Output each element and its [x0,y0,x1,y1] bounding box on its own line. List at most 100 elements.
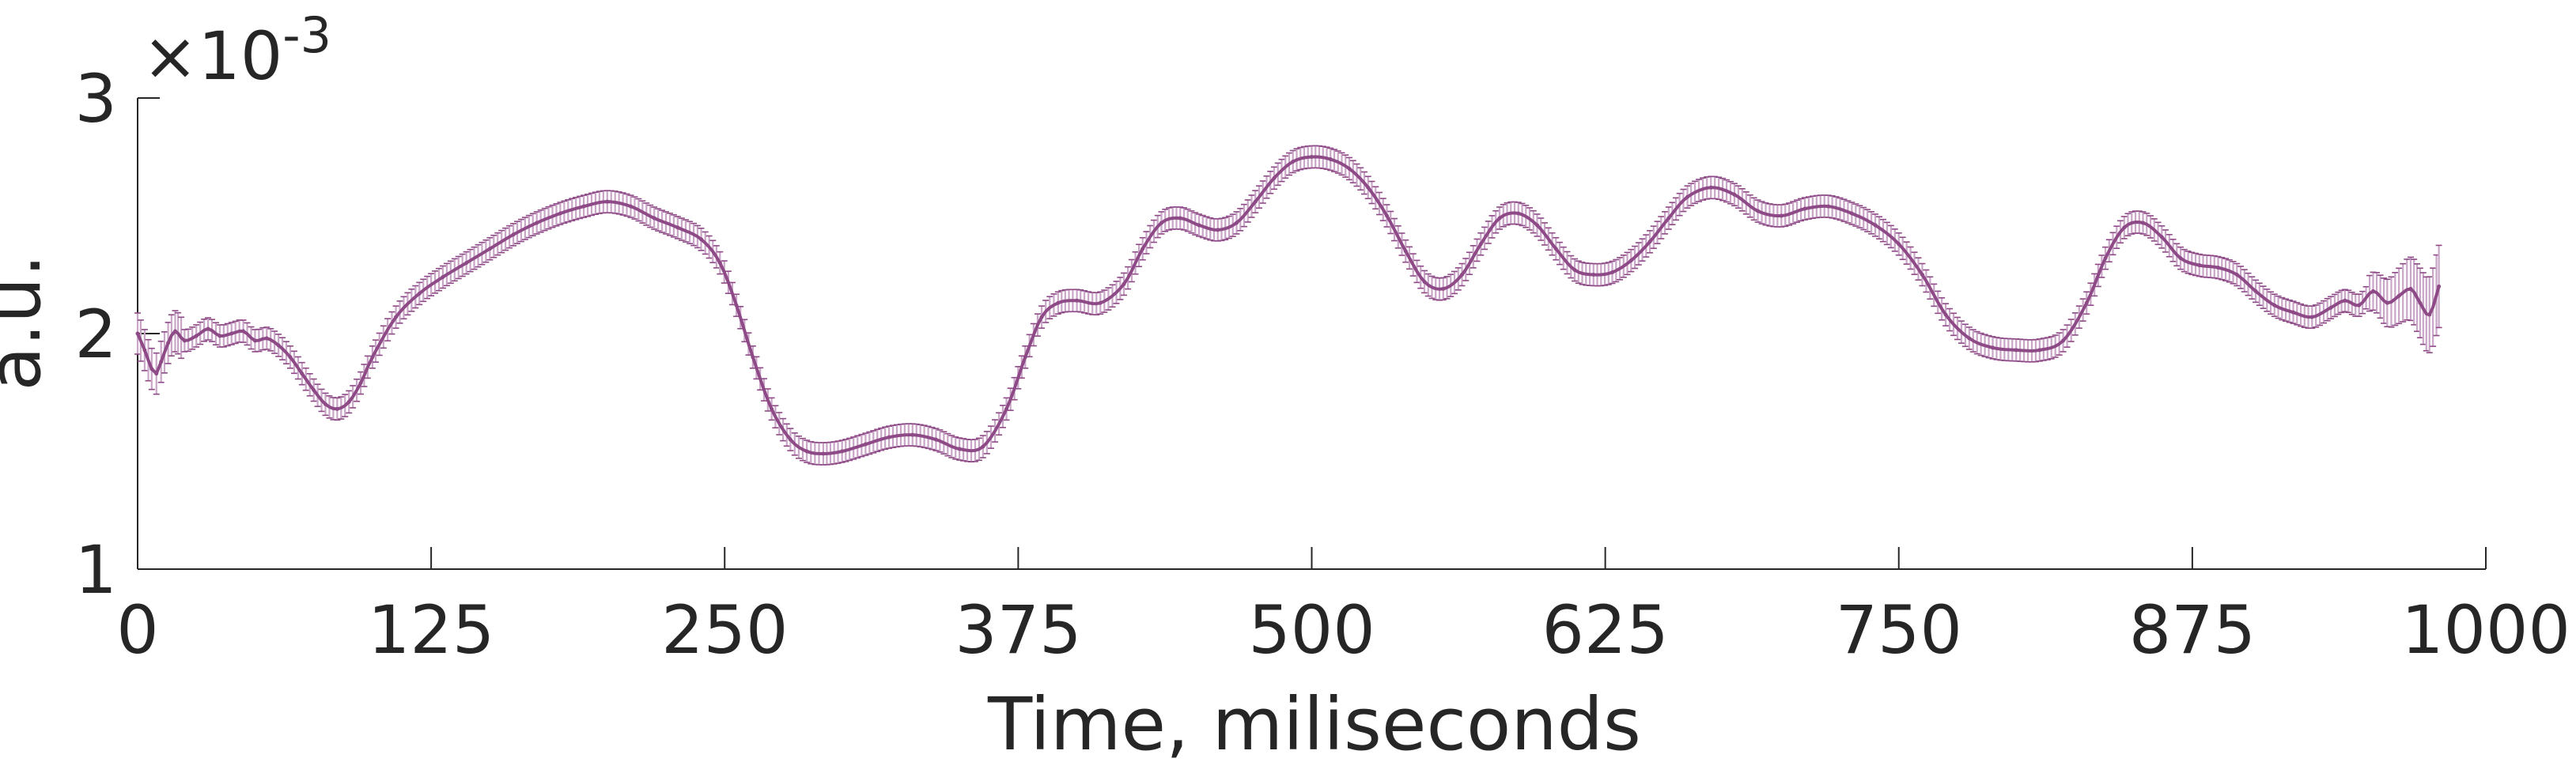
ticks: 0 125 250 375 500 625 750 875 1000 1 2 3 [75,60,2570,669]
data-point [1708,185,1713,190]
data-point [981,444,985,449]
data-point [1366,185,1371,190]
data-point [1666,216,1671,221]
data-point [1004,406,1009,411]
data-point [1943,312,1948,317]
x-tick-label: 625 [1541,591,1668,669]
data-point [2408,286,2413,291]
data-point [1826,204,1831,209]
data-point [1553,247,1558,251]
series-line [136,155,2441,455]
data-point [312,388,316,393]
y-exponent-base: ×10 [142,17,282,95]
data-point [2357,303,2362,307]
data-point [194,334,199,338]
data-point [1234,221,1239,225]
data-point [2037,348,2042,353]
data-point [804,449,809,454]
data-point [1610,270,1615,275]
y-axis-title: a.u. [0,254,57,390]
data-point [1422,279,1427,284]
data-point [441,274,445,279]
data-point [2084,300,2089,305]
data-point [1849,211,1854,216]
data-point [2253,289,2258,293]
data-point [2197,263,2202,268]
data-point [675,225,680,230]
x-tick-label: 875 [2129,591,2256,669]
data-point [394,315,399,319]
data-point [1628,258,1633,263]
data-point [1516,211,1521,216]
x-tick-label: 0 [116,591,158,669]
data-point [605,199,610,204]
data-point [1441,286,1446,291]
data-point [1310,155,1314,159]
y-tick-label: 1 [75,531,117,609]
data-point [1920,273,1924,277]
x-tick-label: 750 [1836,591,1962,669]
data-point [252,338,257,343]
x-tick-label: 125 [368,591,494,669]
data-point [229,331,234,336]
data-point [182,338,187,343]
data-point [464,261,469,266]
plot-area [134,145,2442,466]
data-point [1779,213,1784,218]
y-axis-exponent: ×10-3 [142,6,331,95]
data-point [1272,175,1277,180]
data-point [1403,249,1408,254]
data-point [2437,284,2442,289]
data-point [241,329,246,334]
data-point [2061,338,2066,343]
data-point [2418,300,2423,305]
data-point [2370,289,2375,293]
data-point [1591,273,1596,277]
data-point [1732,192,1737,197]
data-point [358,381,363,386]
data-point [370,355,375,360]
data-point [734,303,739,307]
x-tick-label: 375 [955,591,1081,669]
data-point [276,343,281,348]
data-point [335,406,339,411]
data-point [1460,273,1465,277]
data-point [2291,310,2296,315]
data-point [218,334,222,338]
data-point [135,331,140,336]
data-point [166,341,171,345]
data-point [2234,273,2239,277]
data-point [751,355,755,360]
data-point [1291,159,1296,164]
error-bars [134,145,2442,466]
data-point [1535,223,1540,228]
data-point [887,435,891,439]
data-point [717,261,722,266]
data-point [2178,256,2183,261]
data-point [1756,209,1761,213]
data-point [652,216,656,221]
data-point [821,451,826,456]
data-point [957,447,962,451]
data-point [2103,256,2108,261]
data-point [840,449,845,454]
data-point [1328,157,1333,161]
data-point [1647,240,1652,244]
x-tick-label: 500 [1248,591,1375,669]
data-point [2309,315,2314,319]
data-point [1572,268,1577,273]
data-point [2328,305,2333,310]
data-point [1873,223,1878,228]
x-tick-label: 1000 [2401,591,2570,669]
data-point [2272,303,2277,307]
data-point [1178,216,1182,221]
data-point [1385,213,1390,218]
data-point [2343,298,2347,303]
y-tick-label: 2 [75,296,117,373]
data-point [154,372,159,376]
axes [137,98,2486,570]
data-point [1967,336,1972,341]
data-point [863,442,868,447]
data-point [264,336,269,341]
